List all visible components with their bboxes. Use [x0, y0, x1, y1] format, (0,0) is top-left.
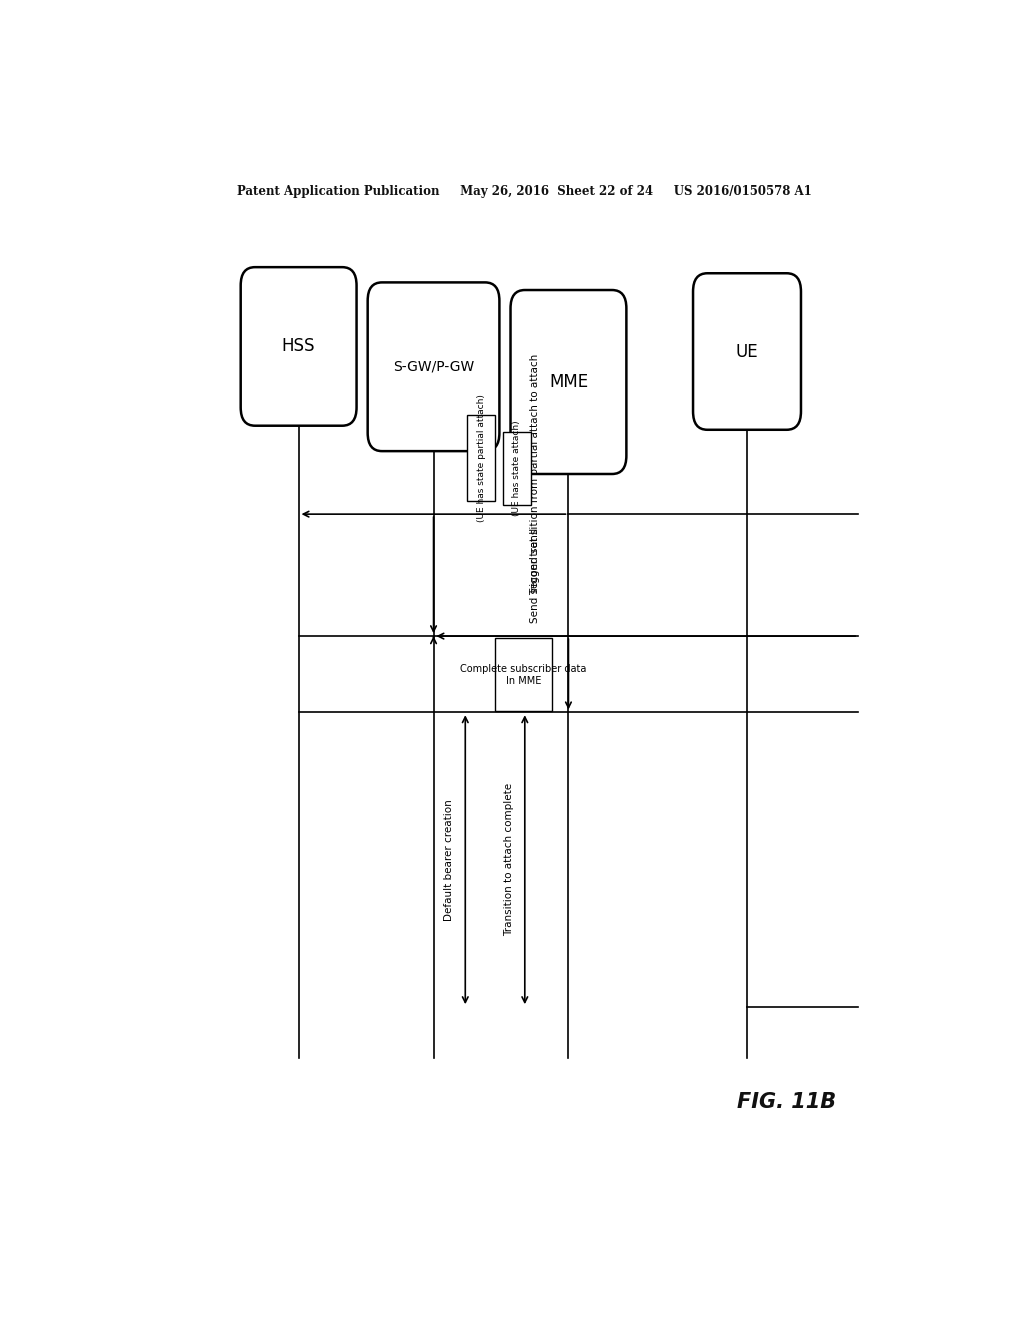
- Text: Trigger transition from partial attach to attach: Trigger transition from partial attach t…: [530, 354, 540, 595]
- FancyBboxPatch shape: [503, 432, 530, 506]
- Text: FIG. 11B: FIG. 11B: [737, 1092, 837, 1111]
- Text: MME: MME: [549, 374, 588, 391]
- Text: UE: UE: [735, 342, 759, 360]
- Text: Complete subscriber data
In MME: Complete subscriber data In MME: [460, 664, 587, 685]
- FancyBboxPatch shape: [241, 267, 356, 426]
- FancyBboxPatch shape: [511, 290, 627, 474]
- FancyBboxPatch shape: [368, 282, 500, 451]
- FancyBboxPatch shape: [467, 414, 495, 502]
- FancyBboxPatch shape: [495, 638, 552, 711]
- Text: Send second set II: Send second set II: [530, 528, 540, 623]
- Text: (UE has state partial attach): (UE has state partial attach): [476, 395, 485, 523]
- Text: Patent Application Publication     May 26, 2016  Sheet 22 of 24     US 2016/0150: Patent Application Publication May 26, 2…: [238, 185, 812, 198]
- Text: S-GW/P-GW: S-GW/P-GW: [393, 360, 474, 374]
- FancyBboxPatch shape: [693, 273, 801, 430]
- Text: HSS: HSS: [282, 338, 315, 355]
- Text: (UE has state attach): (UE has state attach): [512, 421, 521, 516]
- Text: Default bearer creation: Default bearer creation: [444, 799, 455, 920]
- Text: Transition to attach complete: Transition to attach complete: [504, 783, 514, 936]
